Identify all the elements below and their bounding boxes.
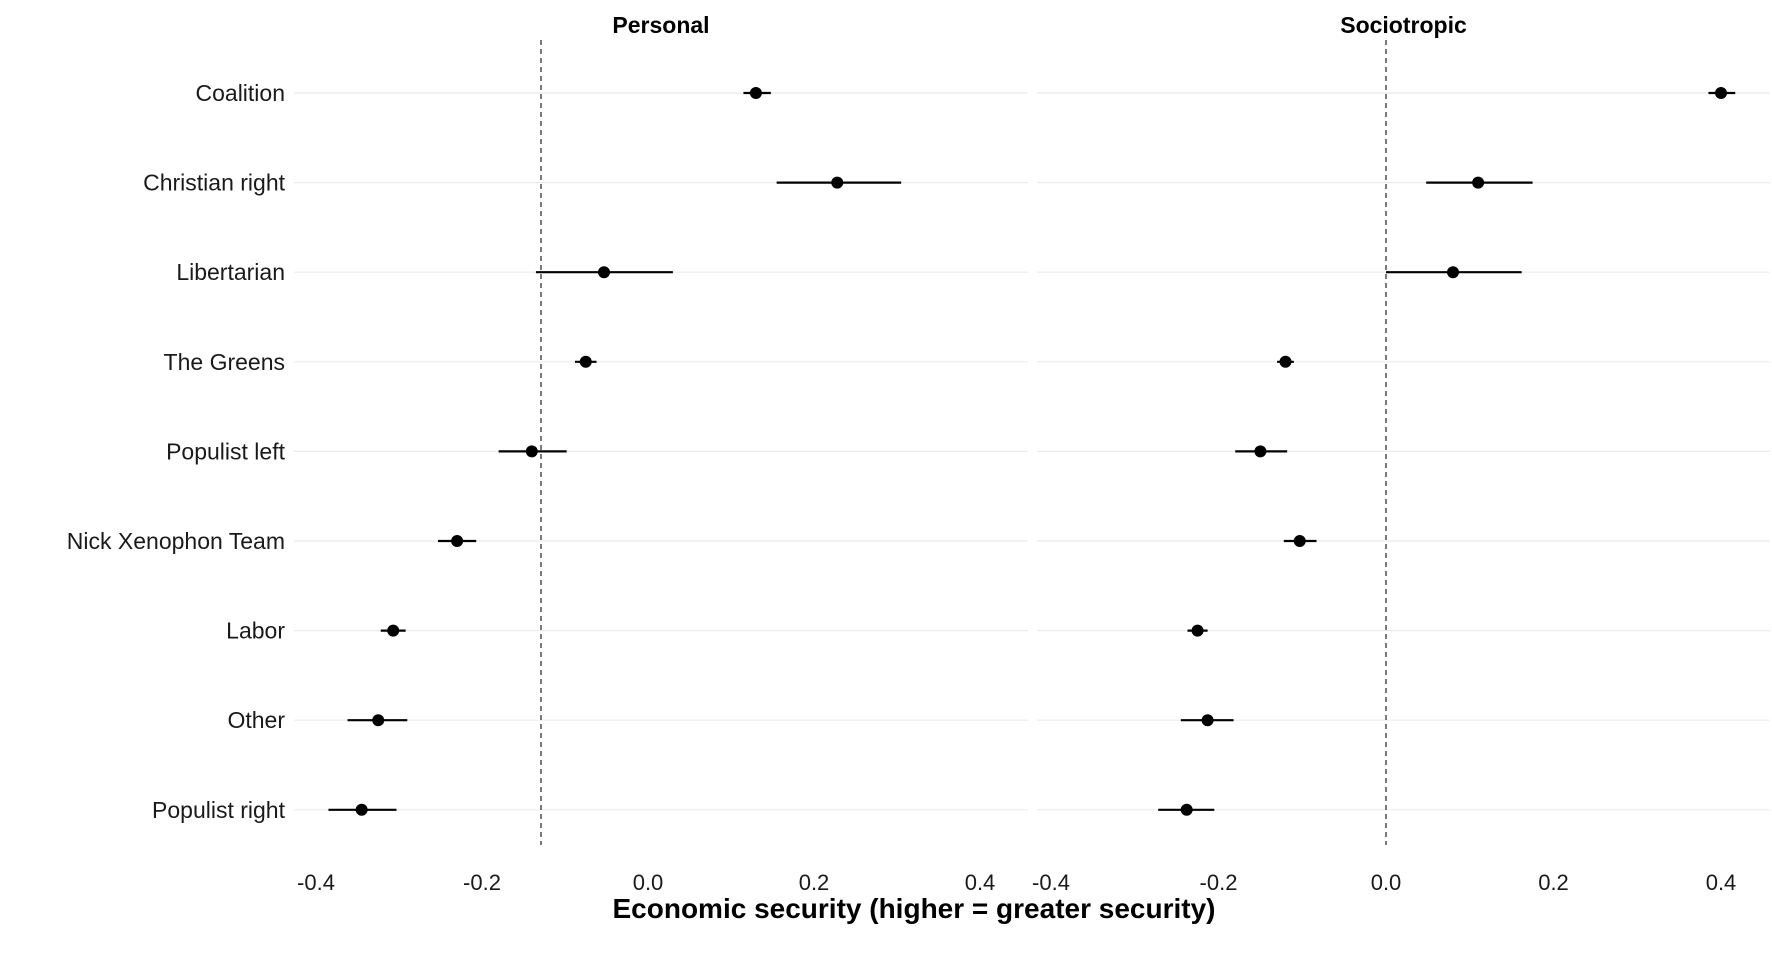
point-sociotropic-other bbox=[1201, 714, 1214, 727]
y-label-populist-right: Populist right bbox=[152, 797, 286, 823]
point-personal-coalition bbox=[749, 87, 762, 99]
y-label-christian-right: Christian right bbox=[143, 170, 285, 196]
point-sociotropic-populist-right bbox=[1180, 803, 1193, 816]
facet-personal: Personal -0.4 -0.2 0.0 0.2 0.4 bbox=[294, 12, 1028, 895]
x-axis-title: Economic security (higher = greater secu… bbox=[613, 893, 1216, 924]
y-label-coalition: Coalition bbox=[196, 80, 286, 106]
y-label-labor: Labor bbox=[226, 618, 285, 644]
x-tick-label-personal-2: 0.0 bbox=[633, 870, 664, 895]
x-tick-label-sociotropic-4: 0.4 bbox=[1706, 870, 1737, 895]
point-sociotropic-libertarian bbox=[1447, 266, 1459, 279]
point-personal-populist-right bbox=[355, 803, 368, 816]
facet-title-personal: Personal bbox=[612, 12, 709, 38]
y-label-other: Other bbox=[227, 707, 285, 733]
x-tick-label-sociotropic-1: -0.2 bbox=[1200, 870, 1238, 895]
x-tick-label-personal-0: -0.4 bbox=[297, 870, 335, 895]
point-personal-christian-right bbox=[831, 176, 844, 189]
point-sociotropic-labor bbox=[1191, 624, 1204, 637]
point-sociotropic-the-greens bbox=[1279, 355, 1292, 368]
point-personal-nick-xenophon-team bbox=[451, 535, 464, 547]
y-label-populist-left: Populist left bbox=[166, 438, 286, 464]
y-label-the-greens: The Greens bbox=[164, 349, 285, 375]
x-tick-label-sociotropic-3: 0.2 bbox=[1538, 870, 1569, 895]
point-personal-populist-left bbox=[525, 445, 538, 458]
y-label-libertarian: Libertarian bbox=[176, 259, 285, 285]
x-tick-label-personal-3: 0.2 bbox=[799, 870, 830, 895]
point-sociotropic-coalition bbox=[1715, 87, 1727, 99]
point-personal-the-greens bbox=[579, 355, 592, 368]
facet-title-sociotropic: Sociotropic bbox=[1340, 12, 1467, 38]
y-label-nick-xenophon-team: Nick Xenophon Team bbox=[67, 528, 285, 554]
x-tick-label-personal-1: -0.2 bbox=[463, 870, 501, 895]
point-sociotropic-nick-xenophon-team bbox=[1293, 535, 1306, 547]
point-personal-other bbox=[372, 714, 385, 727]
facet-sociotropic: Sociotropic -0.4 -0.2 0.0 0.2 0.4 bbox=[1032, 12, 1770, 895]
point-sociotropic-populist-left bbox=[1254, 445, 1267, 458]
point-personal-libertarian bbox=[598, 266, 611, 279]
x-tick-label-sociotropic-2: 0.0 bbox=[1371, 870, 1402, 895]
point-sociotropic-christian-right bbox=[1472, 176, 1485, 189]
x-tick-label-personal-4: 0.4 bbox=[965, 870, 996, 895]
x-tick-label-sociotropic-0: -0.4 bbox=[1032, 870, 1070, 895]
point-personal-labor bbox=[387, 624, 400, 637]
